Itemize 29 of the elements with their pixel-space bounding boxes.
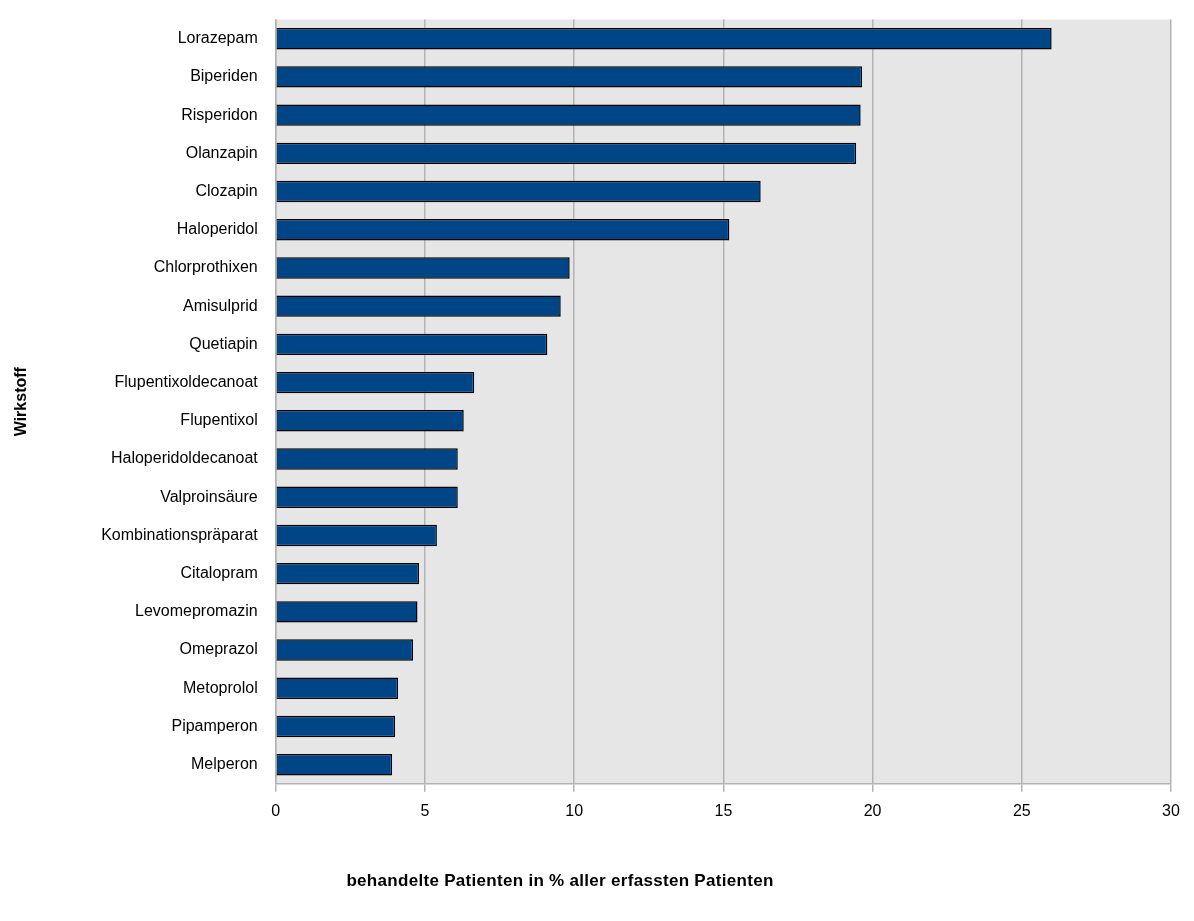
y-tick-label: Omeprazol	[179, 640, 258, 658]
y-tick-label: Levomepromazin	[135, 602, 258, 620]
y-tick-label: Clozapin	[195, 181, 258, 199]
y-tick-label: Chlorprothixen	[153, 258, 258, 276]
y-tick-label: Olanzapin	[185, 143, 258, 161]
y-tick-label: Haloperidol	[176, 220, 258, 238]
y-tick-label: Risperidon	[181, 105, 258, 123]
x-tick-label: 5	[420, 801, 430, 819]
x-tick-label: 10	[565, 801, 584, 819]
y-tick-label: Metoprolol	[183, 678, 258, 696]
y-tick-label: Lorazepam	[177, 29, 258, 47]
y-tick-label: Valproinsäure	[160, 487, 258, 505]
x-axis-title: behandelte Patienten in % aller erfassten Patienten	[345, 871, 775, 891]
y-tick-label: Quetiapin	[189, 334, 258, 352]
y-tick-label: Pipamperon	[171, 716, 258, 734]
x-tick-label: 20	[863, 801, 882, 819]
y-axis-title: Wirkstoff	[12, 366, 30, 437]
x-tick-label: 0	[271, 801, 281, 819]
y-tick-label: Flupentixoldecanoat	[114, 373, 259, 390]
y-tick-label: Citalopram	[180, 564, 258, 582]
x-tick-label: 25	[1012, 801, 1031, 819]
y-tick-label: Melperon	[191, 755, 258, 773]
y-tick-label: Kombinationspräparat	[101, 525, 259, 543]
x-tick-label: 30	[1162, 801, 1180, 819]
x-tick-label: 15	[714, 801, 733, 819]
y-tick-label: Flupentixol	[180, 411, 258, 429]
y-tick-label: Amisulprid	[183, 296, 258, 314]
y-tick-label: Biperiden	[190, 67, 258, 85]
y-tick-label: Haloperidoldecanoat	[110, 449, 259, 467]
